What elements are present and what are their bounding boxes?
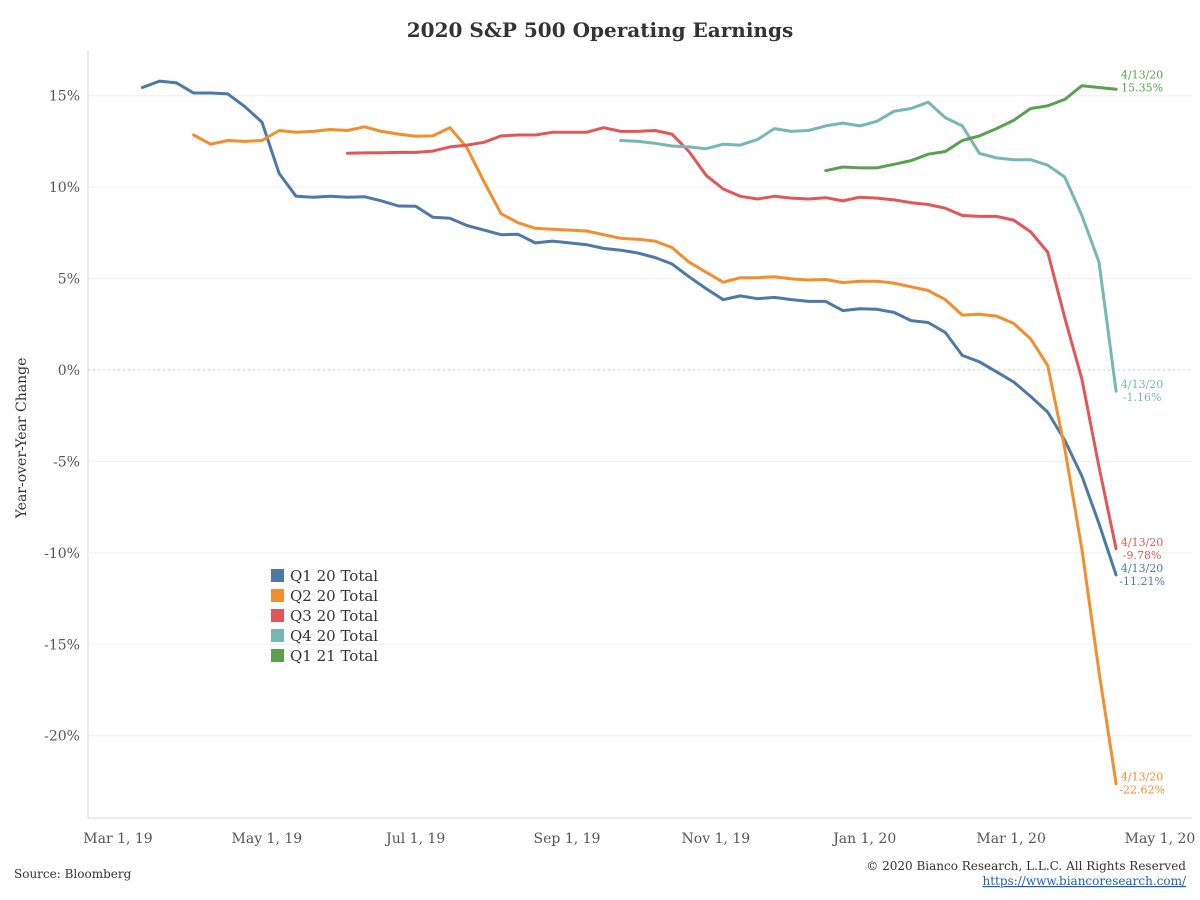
grid-lines [88,95,1192,737]
y-axis-label: Year-over-Year Change [14,358,30,520]
y-tick-label: 0% [58,363,80,379]
y-tick-label: 15% [49,89,80,105]
end-label-date: 4/13/20 [1121,378,1163,391]
website-link[interactable]: https://www.biancoresearch.com/ [982,874,1186,888]
end-label-date: 4/13/20 [1121,562,1163,575]
y-tick-label: -10% [44,546,80,562]
series-line-q3-20-total [345,126,1118,551]
x-tick-label: May 1, 19 [232,831,303,847]
series-line-q4-20-total [619,100,1118,393]
x-tick-label: Jan 1, 20 [831,831,896,847]
legend-swatch-q1-21-total [271,649,284,662]
x-tick-label: May 1, 20 [1125,831,1196,847]
legend-swatch-q4-20-total [271,629,284,642]
end-label-date: 4/13/20 [1121,536,1163,549]
chart-title: 2020 S&P 500 Operating Earnings [407,18,793,42]
legend-label-q2-20-total: Q2 20 Total [290,587,378,605]
legend-label-q1-20-total: Q1 20 Total [290,567,378,585]
y-tick-label: -15% [44,637,80,653]
legend-label-q4-20-total: Q4 20 Total [290,627,378,645]
end-label-value: -22.62% [1119,784,1165,797]
end-label-value: -11.21% [1119,575,1165,588]
copyright-note: © 2020 Bianco Research, L.L.C. All Right… [866,859,1186,873]
x-tick-label: Sep 1, 19 [534,831,601,847]
x-tick-label: Jul 1, 19 [384,831,445,847]
series-line-q1-20-total [140,79,1118,577]
source-note: Source: Bloomberg [14,867,132,881]
series-line-q2-20-total [192,125,1118,786]
end-label-value: -9.78% [1123,549,1162,562]
end-label-date: 4/13/20 [1121,68,1163,81]
y-tick-label: -5% [53,454,80,470]
y-tick-labels: 15% 10% 5% 0% -5% -10% -15% -20% [44,89,80,745]
legend-swatch-q3-20-total [271,609,284,622]
end-labels: 4/13/20-11.21%4/13/20-22.62%4/13/20-9.78… [1119,68,1165,796]
legend-label-q3-20-total: Q3 20 Total [290,607,378,625]
y-tick-label: 5% [58,272,80,288]
series-line-q1-21-total [824,84,1118,173]
y-tick-label: 10% [49,180,80,196]
y-tick-label: -20% [44,729,80,745]
legend-label-q1-21-total: Q1 21 Total [290,647,378,665]
legend-swatch-q1-20-total [271,569,284,582]
legend: Q1 20 Total Q2 20 Total Q3 20 Total Q4 20 T… [271,567,378,665]
x-tick-label: Mar 1, 19 [83,831,152,847]
end-label-date: 4/13/20 [1121,771,1163,784]
x-tick-labels: Mar 1, 19 May 1, 19 Jul 1, 19 Sep 1, 19 Nov … [83,831,1195,847]
end-label-value: -1.16% [1123,391,1162,404]
series-lines [140,79,1118,786]
x-tick-label: Mar 1, 20 [976,831,1045,847]
x-tick-label: Nov 1, 19 [682,831,751,847]
end-label-value: 15.35% [1121,81,1163,94]
legend-swatch-q2-20-total [271,589,284,602]
